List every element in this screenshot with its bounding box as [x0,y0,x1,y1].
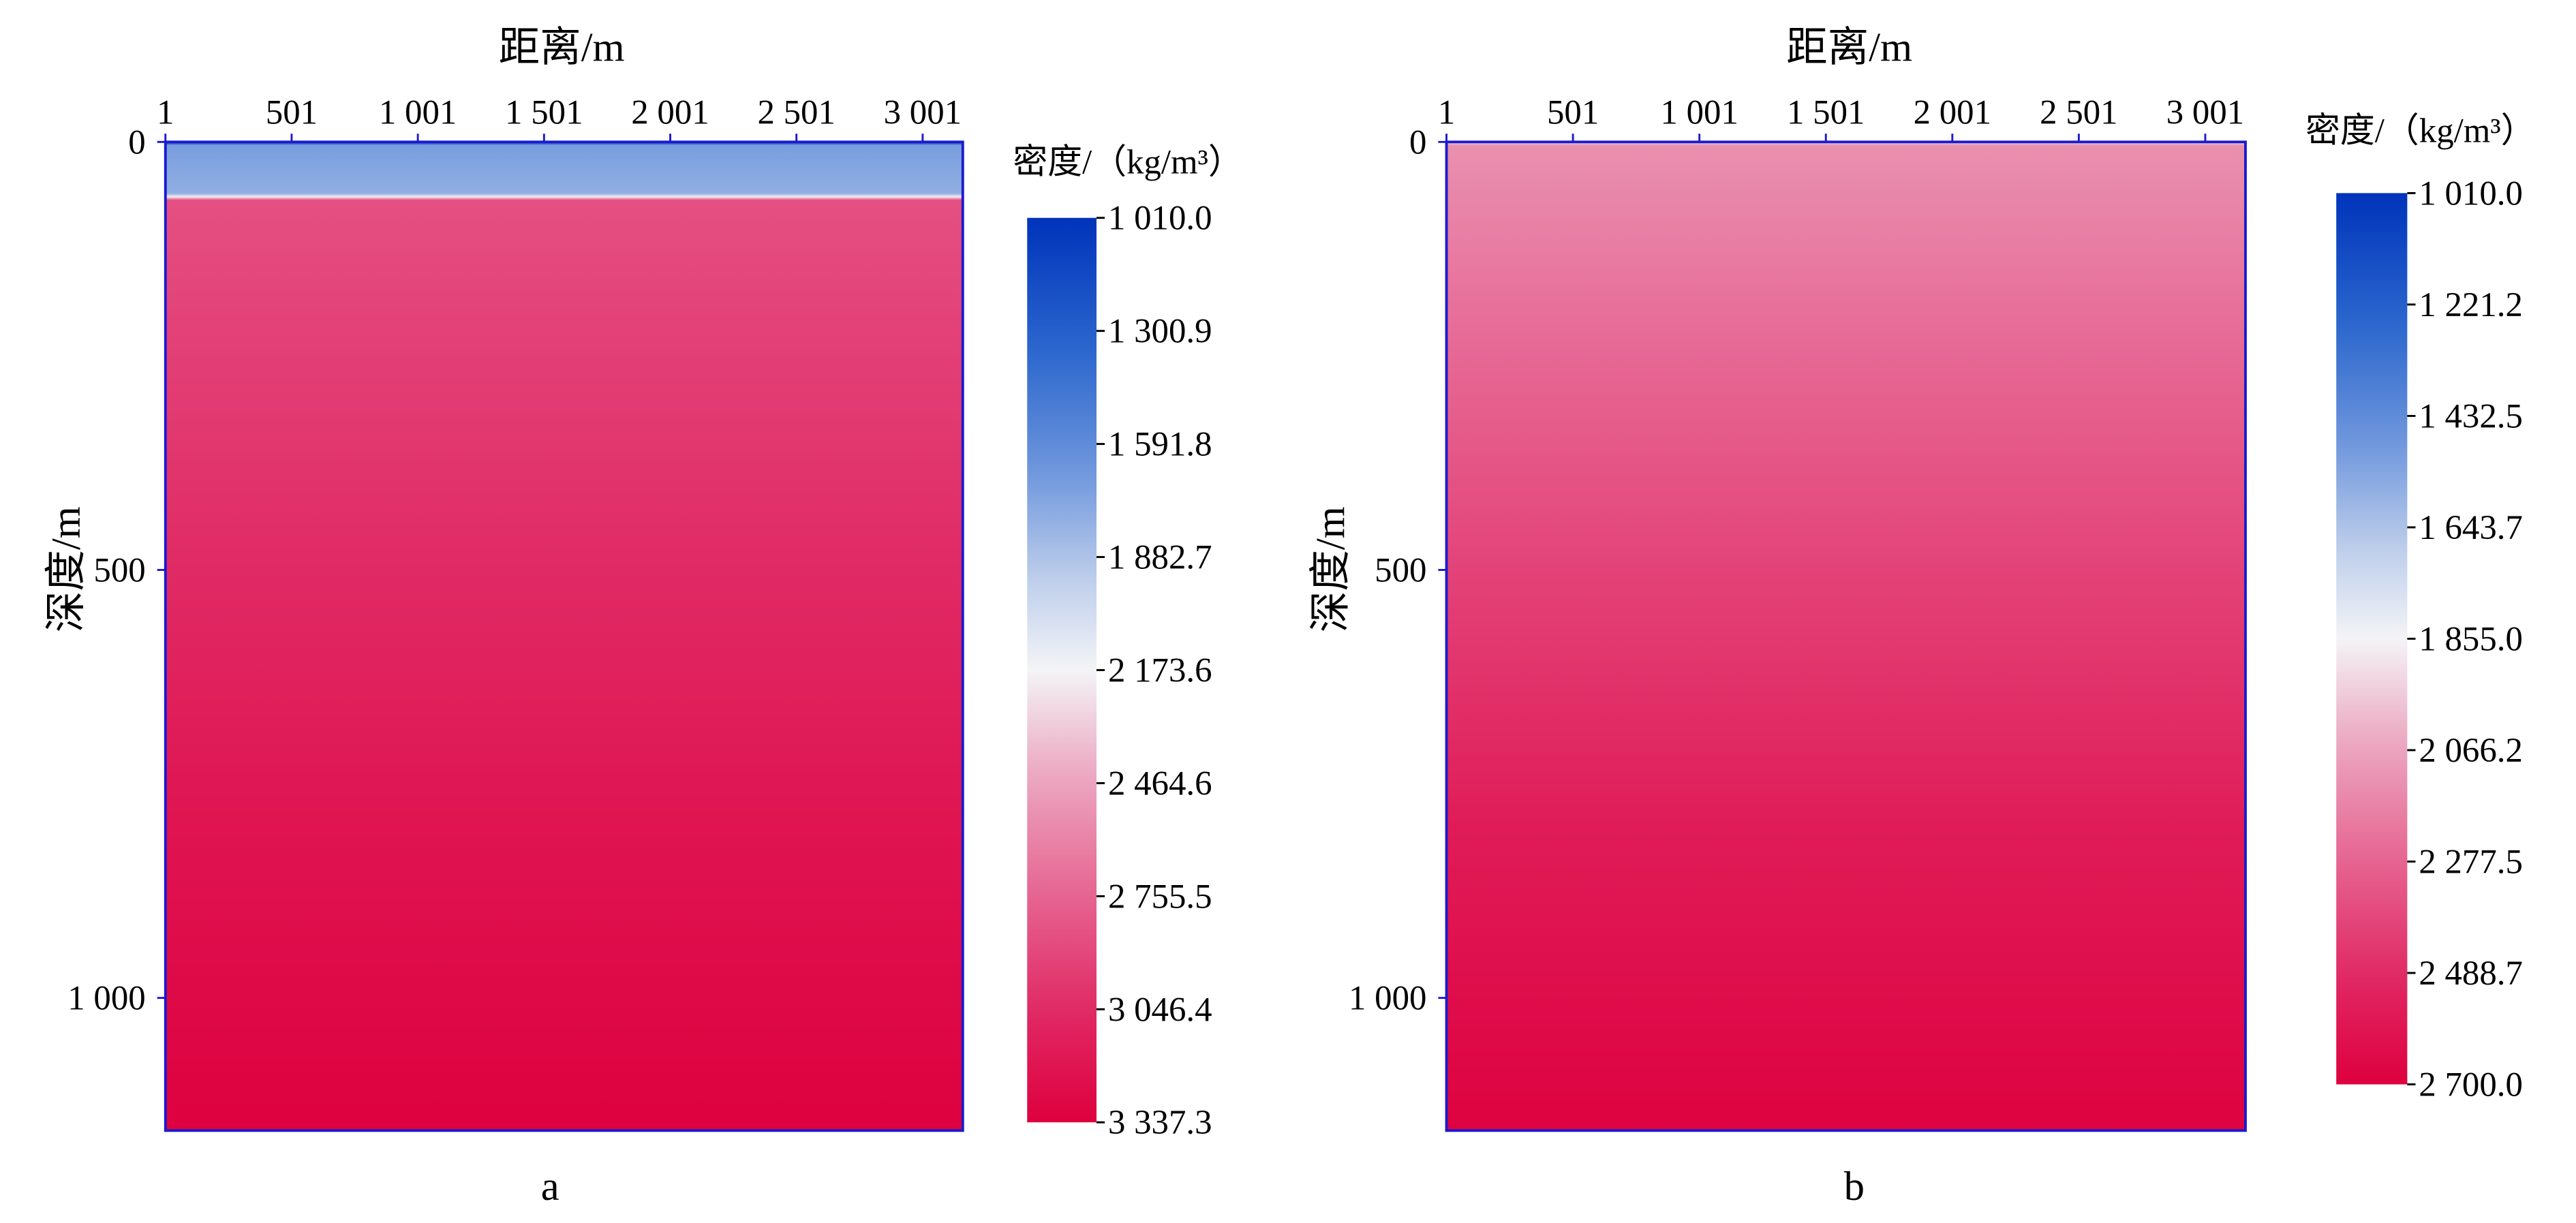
x-tick-label: 1 001 [379,94,457,132]
y-tick-label: 1 000 [67,980,145,1018]
x-tick-label: 1 501 [505,94,583,132]
colorbar-tick-label: 2 277.5 [2419,843,2523,881]
colorbar-tick-label: 2 700.0 [2419,1066,2523,1104]
panel-label: b [1844,1164,1865,1209]
colorbar-tick-label: 1 643.7 [2419,509,2523,547]
x-tick-label: 2 501 [2040,94,2117,132]
colorbar-tick-label: 1 855.0 [2419,620,2523,658]
y-axis-title: 深度/m [44,506,89,632]
colorbar-tick-label: 3 337.3 [1108,1104,1212,1142]
density-field [1446,142,2245,1131]
colorbar-tick-label: 1 221.2 [2419,286,2523,324]
colorbar-tick-label: 1 010.0 [2419,174,2523,213]
x-tick-label: 501 [1547,94,1599,132]
x-tick-label: 2 001 [1914,94,1991,132]
colorbar [1027,217,1097,1123]
colorbar-tick-label: 1 432.5 [2419,397,2523,435]
x-tick-label: 501 [266,94,318,132]
y-tick-label: 500 [1375,551,1426,589]
colorbar-title: 密度/（kg/m³） [1013,143,1242,181]
density-field [165,142,963,1131]
colorbar-tick-label: 2 755.5 [1108,878,1212,916]
x-tick-label: 1 001 [1660,94,1738,132]
x-tick-label: 2 001 [631,94,709,132]
colorbar-tick-label: 1 882.7 [1108,539,1212,577]
colorbar-title: 密度/（kg/m³） [2305,112,2535,150]
density-panel-b: 1 501 1 001 1 501 2 001 2 501 3 001 0 500 1 000 距离… [1308,25,2535,1209]
density-panel-a: 1 501 1 001 1 501 2 001 2 501 3 001 0 500 1 000 距离… [44,25,1243,1209]
x-axis-title: 距离/m [1786,25,1912,71]
colorbar-tick-label: 2 488.7 [2419,955,2523,993]
colorbar-tick-label: 2 173.6 [1108,651,1212,690]
colorbar-tick-label: 2 464.6 [1108,764,1212,803]
colorbar-tick-label: 1 591.8 [1108,426,1212,464]
colorbar-tick-label: 1 300.9 [1108,313,1212,351]
x-tick-label: 1 [1438,94,1455,132]
y-tick-label: 1 000 [1349,980,1426,1018]
colorbar [2336,193,2408,1085]
plot-frame [164,140,964,1132]
y-tick-label: 0 [128,123,145,161]
colorbar-tick-label: 2 066.2 [2419,732,2523,770]
colorbar-tick-label: 1 010.0 [1108,200,1212,238]
panel-label: a [541,1164,559,1209]
colorbar-tick-label: 3 046.4 [1108,991,1212,1029]
x-axis-title: 距离/m [499,25,625,71]
x-tick-label: 1 [157,94,174,132]
y-tick-label: 0 [1409,123,1426,161]
x-tick-label: 3 001 [2166,94,2244,132]
x-tick-label: 1 501 [1787,94,1865,132]
x-tick-label: 3 001 [884,94,962,132]
y-axis-title: 深度/m [1308,506,1353,632]
y-tick-label: 500 [93,551,145,589]
plot-frame [1445,140,2247,1132]
x-tick-label: 2 501 [757,94,835,132]
